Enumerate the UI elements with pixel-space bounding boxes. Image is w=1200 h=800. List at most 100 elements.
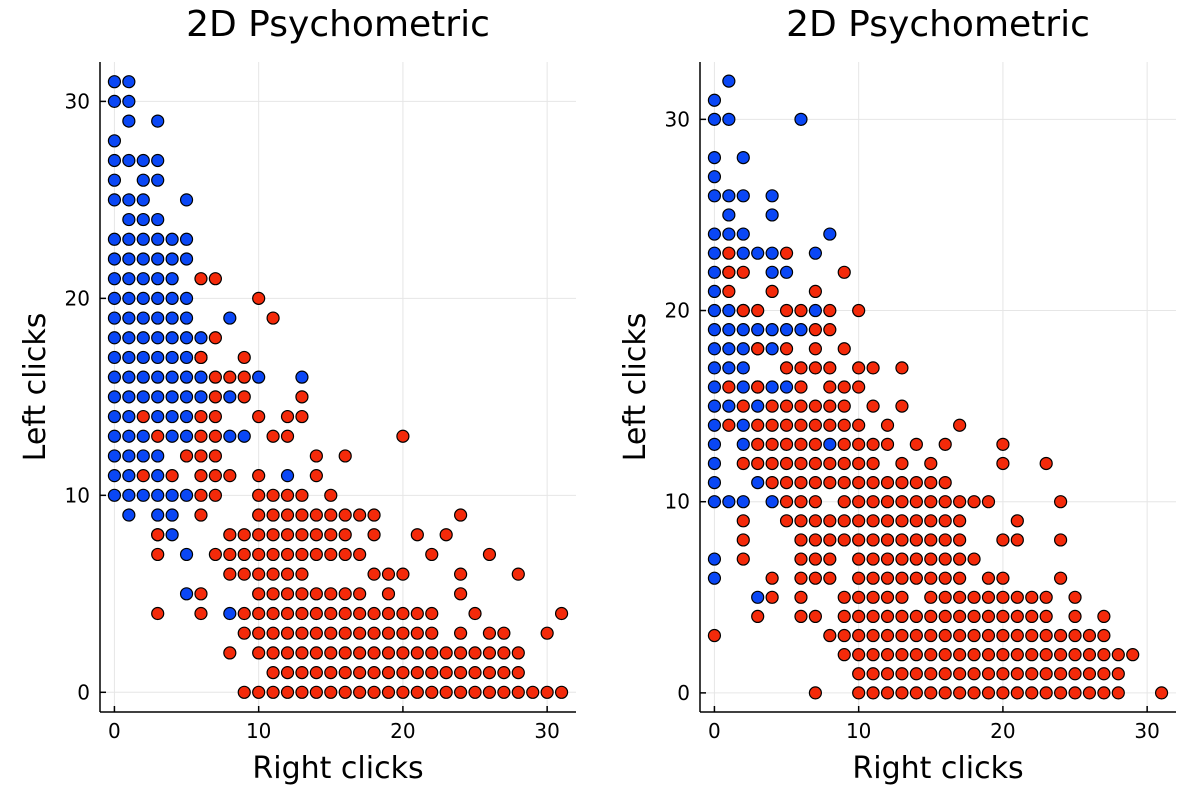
data-point-red	[779, 475, 794, 490]
data-point-blue	[165, 311, 179, 325]
data-point-blue	[707, 361, 722, 375]
data-point-blue	[722, 303, 736, 318]
data-point-red	[252, 626, 266, 640]
data-point-blue	[707, 418, 722, 432]
data-point-red	[967, 552, 981, 566]
data-point-red	[794, 552, 808, 566]
data-point-red	[439, 685, 453, 699]
data-point-blue	[736, 323, 750, 337]
data-point-blue	[722, 399, 736, 413]
data-point-red	[151, 606, 165, 621]
data-point-red	[280, 666, 295, 680]
data-point-blue	[823, 227, 837, 241]
data-point-red	[765, 590, 779, 604]
data-point-blue	[165, 508, 179, 522]
data-point-red	[953, 628, 967, 643]
data-point-red	[909, 495, 923, 509]
data-point-red	[765, 418, 779, 432]
data-point-blue	[707, 323, 722, 337]
data-point-blue	[179, 291, 194, 305]
data-point-blue	[151, 212, 165, 227]
data-point-red	[779, 437, 794, 451]
data-point-red	[895, 361, 909, 375]
data-point-red	[880, 609, 895, 624]
data-point-red	[151, 547, 165, 562]
data-point-red	[410, 626, 424, 640]
data-point-red	[468, 666, 482, 680]
data-point-red	[280, 626, 295, 640]
data-point-blue	[707, 112, 722, 126]
data-point-blue	[179, 232, 194, 246]
data-point-red	[526, 685, 540, 699]
data-point-blue	[136, 272, 150, 286]
data-point-blue	[151, 449, 165, 463]
data-point-red	[280, 606, 295, 621]
data-point-blue	[722, 361, 736, 375]
data-point-blue	[736, 227, 750, 241]
data-point-red	[338, 626, 352, 640]
data-point-red	[866, 361, 880, 375]
y-tick-label: 10	[665, 490, 690, 514]
data-point-red	[866, 590, 880, 604]
data-point-red	[996, 686, 1010, 700]
data-point-red	[454, 626, 468, 640]
data-point-red	[367, 646, 381, 660]
data-point-red	[996, 533, 1010, 547]
data-point-red	[909, 533, 923, 547]
data-point-red	[165, 469, 179, 483]
data-point-red	[779, 399, 794, 413]
data-point-red	[808, 609, 822, 624]
data-point-red	[295, 409, 309, 424]
data-point-blue	[179, 331, 194, 345]
data-point-red	[924, 552, 938, 566]
data-point-red	[367, 606, 381, 621]
data-point-blue	[179, 311, 194, 325]
data-point-blue	[707, 265, 722, 279]
data-point-red	[252, 606, 266, 621]
data-point-red	[1039, 686, 1053, 700]
data-point-blue	[151, 272, 165, 286]
data-point-red	[707, 628, 722, 643]
data-point-blue	[736, 437, 750, 451]
data-point-red	[866, 609, 880, 624]
data-point-red	[367, 666, 381, 680]
data-point-red	[924, 609, 938, 624]
data-point-red	[482, 666, 497, 680]
data-point-red	[280, 488, 295, 502]
data-point-red	[151, 429, 165, 443]
data-point-blue	[122, 291, 136, 305]
data-point-red	[1082, 628, 1097, 643]
data-point-red	[454, 567, 468, 581]
data-point-red	[208, 370, 222, 384]
x-axis-label: Right clicks	[852, 751, 1023, 786]
data-point-red	[953, 514, 967, 528]
data-point-red	[353, 666, 367, 680]
data-point-red	[794, 418, 808, 432]
data-point-blue	[707, 495, 722, 509]
data-point-red	[396, 646, 410, 660]
data-point-blue	[179, 409, 194, 424]
data-point-red	[252, 508, 266, 522]
data-point-red	[808, 686, 822, 700]
data-point-red	[736, 303, 750, 318]
data-point-blue	[751, 590, 765, 604]
data-point-red	[309, 646, 323, 660]
data-point-red	[823, 303, 837, 318]
data-point-red	[808, 342, 822, 356]
data-point-red	[136, 409, 150, 424]
data-point-blue	[122, 114, 136, 128]
data-point-red	[1010, 628, 1024, 643]
data-point-blue	[122, 469, 136, 483]
data-point-blue	[808, 246, 822, 260]
data-point-red	[1025, 609, 1039, 624]
data-point-red	[808, 323, 822, 337]
data-point-red	[852, 514, 866, 528]
data-point-red	[439, 528, 453, 542]
data-point-red	[852, 590, 866, 604]
data-point-blue	[136, 212, 150, 227]
data-point-red	[1068, 686, 1082, 700]
data-point-red	[338, 528, 352, 542]
data-point-blue	[179, 390, 194, 404]
data-point-red	[765, 399, 779, 413]
data-point-red	[540, 685, 554, 699]
